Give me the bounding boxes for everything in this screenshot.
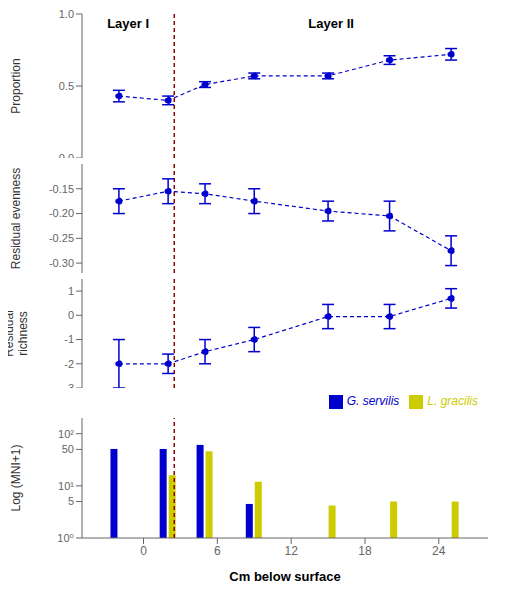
svg-text:0: 0 xyxy=(140,544,147,558)
svg-text:10⁰: 10⁰ xyxy=(57,532,74,544)
svg-text:Log (MNI+1): Log (MNI+1) xyxy=(9,444,23,511)
svg-text:0: 0 xyxy=(68,309,74,321)
svg-text:-3: -3 xyxy=(64,382,74,388)
svg-text:Layer I: Layer I xyxy=(107,16,149,31)
svg-text:6: 6 xyxy=(214,544,221,558)
svg-text:Cm below surface: Cm below surface xyxy=(229,569,340,583)
svg-text:5: 5 xyxy=(68,495,74,507)
svg-text:12: 12 xyxy=(284,544,298,558)
svg-text:Residual evenness: Residual evenness xyxy=(9,168,23,269)
svg-text:-0.30: -0.30 xyxy=(49,257,74,269)
svg-text:0.5: 0.5 xyxy=(59,80,74,92)
html-text:L. gracilis: L. gracilis xyxy=(427,394,478,408)
svg-text:0.0: 0.0 xyxy=(59,152,74,158)
svg-text:10²: 10² xyxy=(58,428,74,440)
svg-text:-0.15: -0.15 xyxy=(49,183,74,195)
svg-text:10¹: 10¹ xyxy=(58,480,74,492)
svg-text:50: 50 xyxy=(62,443,74,455)
html-text:G. servilis: G. servilis xyxy=(346,394,400,408)
svg-text:18: 18 xyxy=(358,544,372,558)
svg-text:-2: -2 xyxy=(64,358,74,370)
svg-text:-0.25: -0.25 xyxy=(49,232,74,244)
svg-text:1: 1 xyxy=(68,285,74,297)
svg-text:1.0: 1.0 xyxy=(59,8,74,20)
svg-text:-1: -1 xyxy=(64,333,74,345)
svg-text:Residualrichness: Residualrichness xyxy=(8,310,30,357)
svg-text:-0.20: -0.20 xyxy=(49,207,74,219)
svg-text:24: 24 xyxy=(432,544,446,558)
svg-text:Layer II: Layer II xyxy=(308,16,354,31)
svg-text:Proportion: Proportion xyxy=(9,58,23,113)
